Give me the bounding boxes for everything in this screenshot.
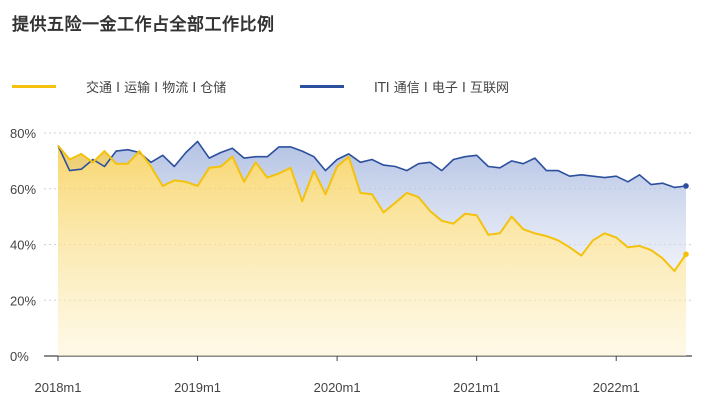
legend-item-transport: 交通 I 运输 I 物流 I 仓储 bbox=[12, 75, 226, 97]
y-tick-label: 0% bbox=[10, 349, 29, 364]
legend-label-transport: 交通 I 运输 I 物流 I 仓储 bbox=[86, 80, 227, 96]
legend-swatch-transport bbox=[12, 84, 56, 88]
area-it-band bbox=[58, 141, 686, 271]
legend-swatch-it bbox=[300, 84, 344, 88]
chart-title: 提供五险一金工作占全部工作比例 bbox=[12, 15, 275, 35]
x-tick-label: 2022m1 bbox=[593, 380, 640, 395]
endpoint-transport bbox=[683, 251, 689, 258]
x-tick-label: 2018m1 bbox=[35, 380, 82, 395]
y-tick-label: 60% bbox=[10, 182, 36, 197]
legend-label-it: ITI 通信 I 电子 I 互联网 bbox=[374, 80, 509, 96]
endpoint-it bbox=[683, 183, 689, 189]
y-tick-label: 80% bbox=[10, 126, 36, 141]
x-tick-label: 2021m1 bbox=[453, 380, 500, 395]
x-tick-label: 2020m1 bbox=[314, 380, 361, 395]
y-tick-label: 40% bbox=[10, 238, 36, 253]
line-it bbox=[57, 140, 687, 189]
area-transport bbox=[58, 145, 686, 356]
line-transport bbox=[57, 144, 687, 272]
legend-item-it: ITI 通信 I 电子 I 互联网 bbox=[300, 75, 509, 97]
y-tick-label: 20% bbox=[10, 293, 36, 308]
x-tick-label: 2019m1 bbox=[174, 380, 221, 395]
